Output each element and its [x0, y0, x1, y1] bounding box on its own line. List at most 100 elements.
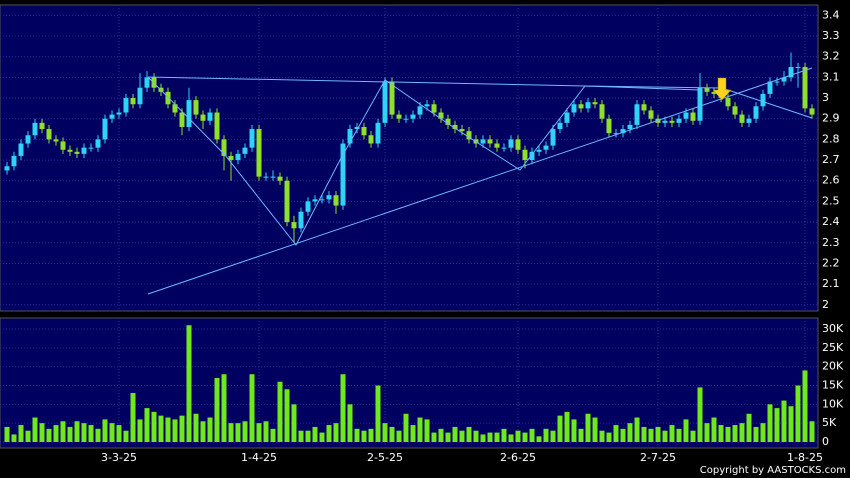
volume-bar: [655, 426, 661, 442]
candle-body: [39, 122, 45, 130]
candle-body: [319, 199, 325, 201]
volume-bar: [137, 419, 143, 442]
volume-bar: [326, 425, 332, 442]
volume-bar: [550, 430, 556, 442]
candle-body: [179, 112, 185, 127]
candle-body: [550, 129, 556, 146]
candle-body: [74, 151, 80, 154]
y2-tick-label: 25K: [822, 341, 844, 354]
volume-bar: [431, 432, 437, 442]
volume-bar: [228, 423, 234, 442]
candle-body: [480, 139, 486, 144]
candle-body: [501, 147, 507, 149]
candle-body: [368, 135, 374, 144]
volume-bar: [235, 423, 241, 442]
volume-bar: [46, 428, 52, 442]
candle-body: [361, 126, 367, 136]
candle-body: [739, 114, 745, 123]
candle-body: [641, 104, 647, 111]
volume-bar: [305, 430, 311, 442]
y2-tick-label: 5K: [822, 416, 837, 429]
y-tick-label: 2: [822, 298, 829, 311]
volume-bar: [501, 428, 507, 442]
volume-bar: [263, 421, 269, 442]
candle-body: [767, 81, 773, 94]
volume-bar: [725, 426, 731, 442]
candle-body: [375, 122, 381, 144]
y-tick-label: 3.3: [822, 29, 840, 42]
candle-body: [494, 143, 500, 148]
candle-body: [109, 114, 115, 119]
candle-body: [599, 104, 605, 119]
candle-body: [354, 126, 360, 130]
candle-body: [809, 108, 815, 115]
candle-body: [690, 112, 696, 121]
volume-bar: [186, 325, 192, 442]
y-tick-label: 2.2: [822, 256, 840, 269]
volume-bar: [620, 428, 626, 442]
x-tick-label: 2-6-25: [500, 451, 536, 464]
candle-body: [186, 100, 192, 127]
volume-bar: [291, 404, 297, 442]
volume-bar: [151, 411, 157, 442]
volume-bar: [207, 417, 213, 442]
volume-bar: [669, 425, 675, 442]
volume-bar: [627, 423, 633, 442]
volume-bar: [158, 415, 164, 442]
volume-bar: [277, 381, 283, 442]
candle-body: [487, 139, 493, 144]
candle-body: [4, 166, 10, 171]
candle-body: [788, 67, 794, 78]
candle-body: [522, 149, 528, 161]
candle-body: [634, 104, 640, 125]
candle-body: [606, 118, 612, 134]
volume-bar: [641, 426, 647, 442]
y2-tick-label: 15K: [822, 379, 844, 392]
volume-bar: [354, 428, 360, 442]
candle-body: [235, 153, 241, 161]
candle-body: [25, 135, 31, 144]
volume-bar: [116, 425, 122, 442]
volume-bar: [53, 425, 59, 442]
candle-body: [466, 131, 472, 140]
volume-bar: [242, 421, 248, 442]
candle-body: [305, 201, 311, 212]
volume-bar: [781, 400, 787, 442]
candle-body: [592, 102, 598, 105]
volume-bar: [522, 432, 528, 442]
candle-body: [88, 147, 94, 149]
volume-bar: [74, 421, 80, 442]
volume-bar: [753, 426, 759, 442]
candle-body: [578, 104, 584, 109]
volume-bar: [298, 430, 304, 442]
volume-bar: [739, 423, 745, 442]
candle-body: [60, 141, 66, 150]
x-tick-label: 1-8-25: [787, 451, 823, 464]
volume-bar: [795, 385, 801, 442]
candle-body: [116, 112, 122, 115]
candle-body: [697, 87, 703, 121]
volume-bar: [732, 425, 738, 442]
volume-bar: [39, 423, 45, 442]
candle-body: [459, 129, 465, 132]
candle-body: [669, 120, 675, 123]
volume-bar: [67, 426, 73, 442]
candle-body: [564, 112, 570, 123]
volume-bar: [95, 428, 101, 442]
volume-bar: [200, 421, 206, 442]
volume-bar: [123, 430, 129, 442]
volume-bar: [396, 430, 402, 442]
volume-bar: [445, 432, 451, 442]
candle-body: [515, 139, 521, 150]
volume-bar: [704, 423, 710, 442]
volume-bar: [333, 423, 339, 442]
volume-bar: [529, 428, 535, 442]
volume-bar: [18, 425, 24, 442]
volume-bar: [417, 417, 423, 442]
candle-body: [333, 195, 339, 206]
candle-body: [32, 122, 38, 136]
candle-body: [263, 176, 269, 178]
trend-lines: [147, 67, 813, 295]
volume-bar: [410, 425, 416, 442]
y-tick-label: 3.4: [822, 8, 840, 21]
